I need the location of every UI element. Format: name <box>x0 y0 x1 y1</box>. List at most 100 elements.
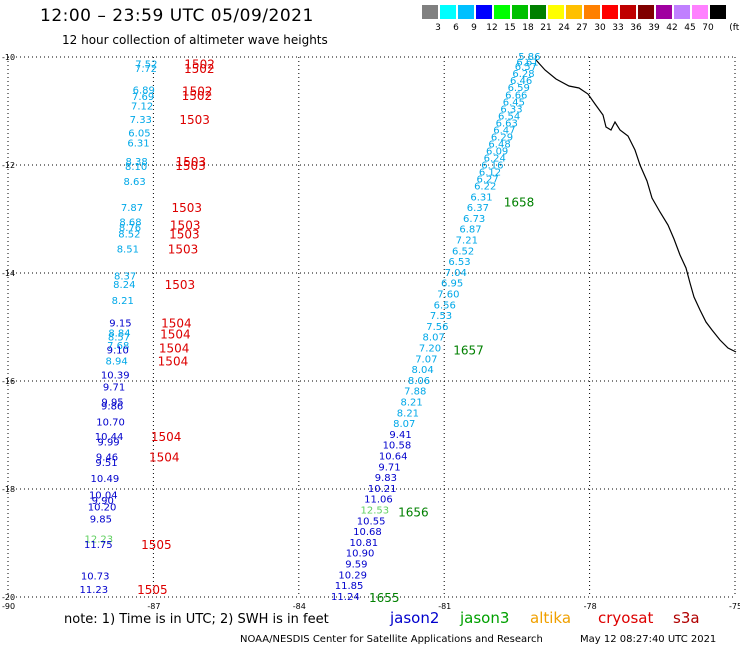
scale-label: 39 <box>648 23 660 33</box>
swh-value: 9.71 <box>378 462 400 473</box>
scale-swatch <box>584 5 600 19</box>
time-label: 1504 <box>159 342 190 356</box>
scale-swatch <box>656 5 672 19</box>
time-label: 1657 <box>453 344 484 358</box>
swh-value: 6.56 <box>434 300 456 311</box>
swh-value: 9.99 <box>97 437 119 448</box>
swh-value: 6.52 <box>452 246 474 257</box>
time-label: 1503 <box>179 113 210 127</box>
time-label: 1504 <box>151 430 182 444</box>
time-label: 1502 <box>182 84 213 98</box>
scale-label: 24 <box>558 23 570 33</box>
scale-label: 30 <box>594 23 606 33</box>
scale-label: 36 <box>630 23 642 33</box>
swh-value: 9.71 <box>103 382 125 393</box>
time-label: 1658 <box>504 196 535 210</box>
swh-value: 10.20 <box>88 502 117 513</box>
swh-value: 9.51 <box>95 458 117 469</box>
scale-swatch <box>692 5 708 19</box>
swh-value: 11.85 <box>335 581 364 592</box>
swh-value: 7.33 <box>130 115 152 126</box>
scale-label: 42 <box>666 23 678 33</box>
legend-jason3: jason3 <box>460 609 510 627</box>
scale-label: 45 <box>684 23 696 33</box>
legend-jason2: jason2 <box>390 609 440 627</box>
swh-value: 6.24 <box>484 153 506 164</box>
right-track-values: 11.2411.8510.299.5910.9010.8110.6810.551… <box>331 52 540 603</box>
swh-value: 10.70 <box>96 418 125 429</box>
time-label: 1504 <box>158 354 189 368</box>
swh-value: 6.66 <box>505 90 527 101</box>
time-label: 1503 <box>168 243 199 257</box>
coastline-path <box>535 59 737 353</box>
swh-value: 6.48 <box>488 139 510 150</box>
swh-value: 6.22 <box>474 182 496 193</box>
swh-value: 7.60 <box>437 290 459 301</box>
swh-value: 6.57 <box>515 62 537 73</box>
swh-value: 6.28 <box>512 69 534 80</box>
swh-value: 8.51 <box>117 245 139 256</box>
time-label: 1505 <box>141 538 172 552</box>
swh-value: 7.52 <box>135 59 157 70</box>
scale-label: 3 <box>435 23 441 33</box>
swh-value: 8.24 <box>113 280 135 291</box>
swh-value: 6.09 <box>486 146 508 157</box>
swh-value: 12.23 <box>85 535 114 546</box>
swh-value: 6.95 <box>441 279 463 290</box>
swh-value: 7.87 <box>121 203 143 214</box>
swh-value: 6.46 <box>510 76 532 87</box>
swh-value: 7.12 <box>131 102 153 113</box>
time-label: 1502 <box>182 89 213 103</box>
time-label: 1503 <box>175 159 206 173</box>
swh-value: 8.63 <box>123 177 145 188</box>
swh-value: 6.31 <box>127 138 149 149</box>
swh-value: 9.83 <box>375 473 397 484</box>
scale-swatch <box>530 5 546 19</box>
time-label: 1504 <box>149 451 180 465</box>
swh-value: 7.20 <box>419 344 441 355</box>
lat-tick-label: -10 <box>2 53 15 62</box>
swh-value: 6.59 <box>508 83 530 94</box>
lon-tick-label: -75 <box>729 602 740 611</box>
swh-value: 8.07 <box>423 333 445 344</box>
swh-value: 10.73 <box>81 571 110 582</box>
lat-tick-label: -12 <box>2 161 15 170</box>
scale-swatch <box>710 5 726 19</box>
swh-value: 6.63 <box>496 118 518 129</box>
swh-value: 8.04 <box>412 365 434 376</box>
swh-value: 6.73 <box>463 214 485 225</box>
legend-s3a: s3a <box>673 609 700 627</box>
swh-value: 6.61 <box>516 57 538 68</box>
swh-value: 7.56 <box>426 322 448 333</box>
lon-tick-label: -84 <box>293 602 306 611</box>
swh-value: 8.84 <box>108 328 130 339</box>
swh-value: 10.81 <box>349 538 378 549</box>
swh-value: 6.29 <box>491 132 513 143</box>
scale-swatch <box>458 5 474 19</box>
lat-tick-label: -18 <box>2 485 15 494</box>
swh-value: 6.05 <box>128 129 150 140</box>
lon-tick-label: -78 <box>584 602 597 611</box>
lon-tick-label: -90 <box>2 602 15 611</box>
time-label: 1503 <box>171 201 202 215</box>
swh-value: 8.06 <box>408 376 430 387</box>
swh-value: 8.68 <box>119 218 141 229</box>
swh-value: 9.90 <box>92 496 114 507</box>
scale-swatch <box>512 5 528 19</box>
swh-value: 6.33 <box>500 104 522 115</box>
map-subtitle: 12 hour collection of altimeter wave hei… <box>62 33 328 47</box>
scale-label: 15 <box>504 23 516 33</box>
scale-swatch <box>440 5 456 19</box>
swh-value: 10.39 <box>101 371 130 382</box>
scale-label: 33 <box>612 23 624 33</box>
swh-value: 7.88 <box>404 387 426 398</box>
time-label: 1504 <box>160 327 191 341</box>
swh-value: 7.53 <box>430 311 452 322</box>
time-label: 1503 <box>169 228 200 242</box>
scale-swatch <box>620 5 636 19</box>
swh-value: 10.04 <box>89 490 118 501</box>
scale-swatch <box>422 5 438 19</box>
swh-value: 7.21 <box>456 236 478 247</box>
swh-value: 6.47 <box>493 125 515 136</box>
